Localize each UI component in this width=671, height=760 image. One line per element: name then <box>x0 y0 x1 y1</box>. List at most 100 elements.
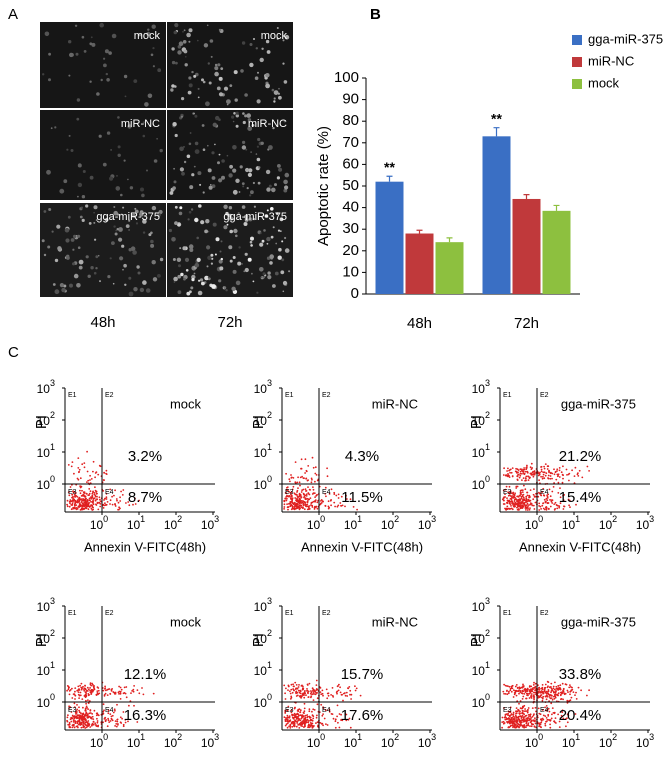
legend-swatch <box>572 57 582 67</box>
cell <box>206 265 209 268</box>
event <box>303 725 306 728</box>
quadrant-label: E4 <box>105 707 114 714</box>
cell <box>276 27 279 29</box>
event <box>533 508 536 510</box>
cell <box>232 168 237 173</box>
event <box>560 691 563 694</box>
cell <box>115 229 117 232</box>
event <box>117 501 120 504</box>
cell <box>74 24 78 27</box>
event <box>337 504 340 507</box>
event <box>123 686 126 689</box>
cell <box>188 142 192 146</box>
error-bar <box>416 229 423 234</box>
event <box>537 707 540 710</box>
cell <box>70 149 74 152</box>
cell <box>150 53 154 57</box>
cell <box>282 62 285 65</box>
y-tick-label: 101 <box>254 660 272 678</box>
event <box>72 497 74 500</box>
event <box>290 503 292 506</box>
cell <box>242 185 245 188</box>
event <box>307 692 309 695</box>
event <box>540 508 542 510</box>
event <box>78 468 81 471</box>
cell <box>142 280 147 285</box>
cell <box>63 179 68 184</box>
event <box>103 709 105 712</box>
event <box>300 697 302 699</box>
event <box>87 688 90 691</box>
lower-right-percent: 17.6% <box>341 707 384 724</box>
event <box>297 717 300 720</box>
event <box>524 708 526 710</box>
event <box>83 717 86 720</box>
event <box>330 694 332 696</box>
event <box>91 722 94 725</box>
event <box>111 719 114 722</box>
event <box>549 697 552 700</box>
cells <box>168 204 291 296</box>
tick-base: 10 <box>37 696 51 710</box>
event <box>315 474 318 476</box>
event <box>509 491 512 494</box>
event <box>555 688 558 690</box>
event <box>75 710 77 712</box>
event <box>545 694 548 697</box>
cell <box>75 52 79 56</box>
event <box>296 499 299 501</box>
event <box>530 693 533 695</box>
tick-exponent: 1 <box>575 514 580 524</box>
event <box>290 476 293 479</box>
event <box>506 690 508 692</box>
event <box>510 495 512 498</box>
event <box>69 718 72 721</box>
cell <box>108 51 112 55</box>
event <box>102 710 105 713</box>
legend-swatch <box>572 79 582 89</box>
event <box>308 505 311 507</box>
x-axis-title: Annexin V-FITC(48h) <box>301 539 423 554</box>
event <box>321 692 324 695</box>
tick-exponent: 3 <box>485 596 490 606</box>
cell <box>284 236 287 240</box>
event <box>90 501 92 503</box>
event <box>94 494 97 497</box>
event <box>298 505 301 507</box>
event <box>347 687 350 690</box>
event <box>311 714 314 717</box>
event <box>316 721 319 724</box>
event <box>557 492 560 494</box>
event <box>543 477 546 480</box>
cell <box>274 271 279 276</box>
event <box>285 492 288 495</box>
event <box>70 465 73 468</box>
event <box>541 504 544 507</box>
cell <box>188 210 192 214</box>
event <box>308 708 311 711</box>
event <box>533 694 535 696</box>
event <box>324 486 327 489</box>
quadrant-label: E4 <box>540 707 549 714</box>
cell <box>93 221 96 224</box>
y-tick-label: 102 <box>472 628 490 646</box>
cell <box>267 275 272 280</box>
event <box>76 722 79 725</box>
event <box>337 689 340 692</box>
cell <box>277 229 281 232</box>
cell <box>171 237 176 242</box>
cell <box>153 159 158 163</box>
x-tick-label: 102 <box>599 514 617 532</box>
event <box>74 698 76 700</box>
cell <box>183 146 185 148</box>
y-tick-label: 100 <box>254 692 272 710</box>
cell <box>250 151 252 153</box>
event <box>534 722 537 725</box>
event <box>96 720 99 722</box>
event <box>284 709 287 712</box>
cell <box>171 47 175 51</box>
event <box>77 457 80 459</box>
event <box>545 472 548 475</box>
event <box>512 726 514 729</box>
event <box>289 719 292 721</box>
